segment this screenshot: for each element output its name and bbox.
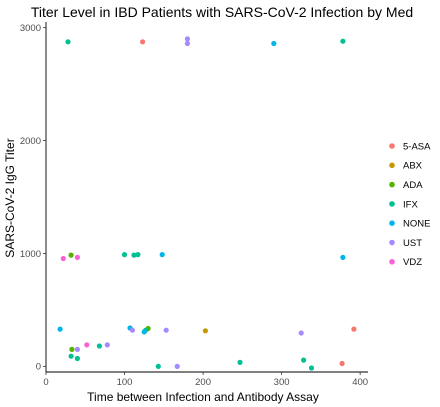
legend-key — [389, 181, 395, 188]
legend-key — [389, 201, 395, 207]
x-axis-title: Time between Infection and Antibody Assa… — [87, 390, 319, 404]
data-point-ifx — [301, 357, 307, 363]
data-point-ifx — [308, 365, 315, 371]
data-point-ust — [174, 363, 180, 369]
legend-key — [389, 239, 395, 246]
x-tick-label: 0 — [43, 377, 48, 388]
axes: 0 100 200 300 400 0 1000 2000 3000 — [20, 22, 368, 388]
data-point-ust — [74, 346, 80, 352]
data-point-5-asa — [351, 326, 357, 332]
data-point-ifx — [96, 343, 102, 349]
data-point-ada — [69, 346, 75, 352]
data-point-ifx — [155, 363, 161, 369]
data-point-ifx — [135, 252, 141, 258]
legend-label: NONE — [403, 219, 430, 230]
data-point-ifx — [340, 38, 346, 44]
data-point-ifx — [131, 252, 137, 258]
data-point-ifx — [237, 359, 243, 365]
legend-label: UST — [403, 238, 422, 249]
data-point-ust — [184, 36, 190, 42]
data-point-vdz — [84, 342, 90, 348]
legend-label: ADA — [403, 180, 423, 191]
data-point-ust — [184, 40, 190, 47]
data-point-ada — [68, 252, 74, 258]
x-tick-label: 100 — [117, 377, 133, 388]
data-point-ifx — [121, 252, 128, 258]
data-point-ifx — [68, 353, 74, 359]
data-point-none — [340, 254, 346, 260]
y-tick-label: 1000 — [20, 249, 41, 260]
y-tick-label: 2000 — [20, 136, 41, 147]
x-tick-label: 200 — [195, 377, 211, 388]
y-tick-label: 3000 — [20, 23, 41, 34]
legend-label: VDZ — [403, 257, 422, 268]
data-point-ust — [163, 327, 169, 333]
data-point-ust — [298, 330, 304, 336]
y-axis-title: SARS-CoV-2 IgG Titer — [3, 138, 17, 257]
y-tick-label: 0 — [36, 362, 41, 373]
x-tick-label: 400 — [352, 377, 368, 388]
legend-key — [389, 162, 395, 169]
data-points — [57, 36, 357, 371]
data-point-none — [57, 326, 63, 332]
legend-label: IFX — [403, 199, 418, 210]
data-point-none — [159, 252, 165, 258]
legend-key — [389, 143, 395, 149]
data-point-none — [141, 329, 147, 335]
data-point-ifx — [74, 355, 80, 362]
legend: 5-ASA ABX ADA IFX NONE UST VDZ — [389, 141, 431, 268]
data-point-vdz — [74, 254, 80, 260]
data-point-vdz — [60, 255, 66, 262]
chart-title: Titer Level in IBD Patients with SARS-Co… — [31, 4, 413, 20]
legend-key — [389, 259, 395, 265]
data-point-5-asa — [140, 39, 146, 45]
x-tick-label: 300 — [274, 377, 290, 388]
data-point-ust — [104, 342, 110, 348]
data-point-abx — [202, 328, 208, 334]
data-point-none — [271, 40, 277, 47]
data-point-ust — [129, 327, 135, 333]
legend-label: ABX — [403, 161, 423, 172]
legend-label: 5-ASA — [403, 141, 431, 152]
data-point-ifx — [65, 39, 71, 45]
data-point-5-asa — [339, 360, 345, 367]
legend-key — [389, 220, 395, 226]
